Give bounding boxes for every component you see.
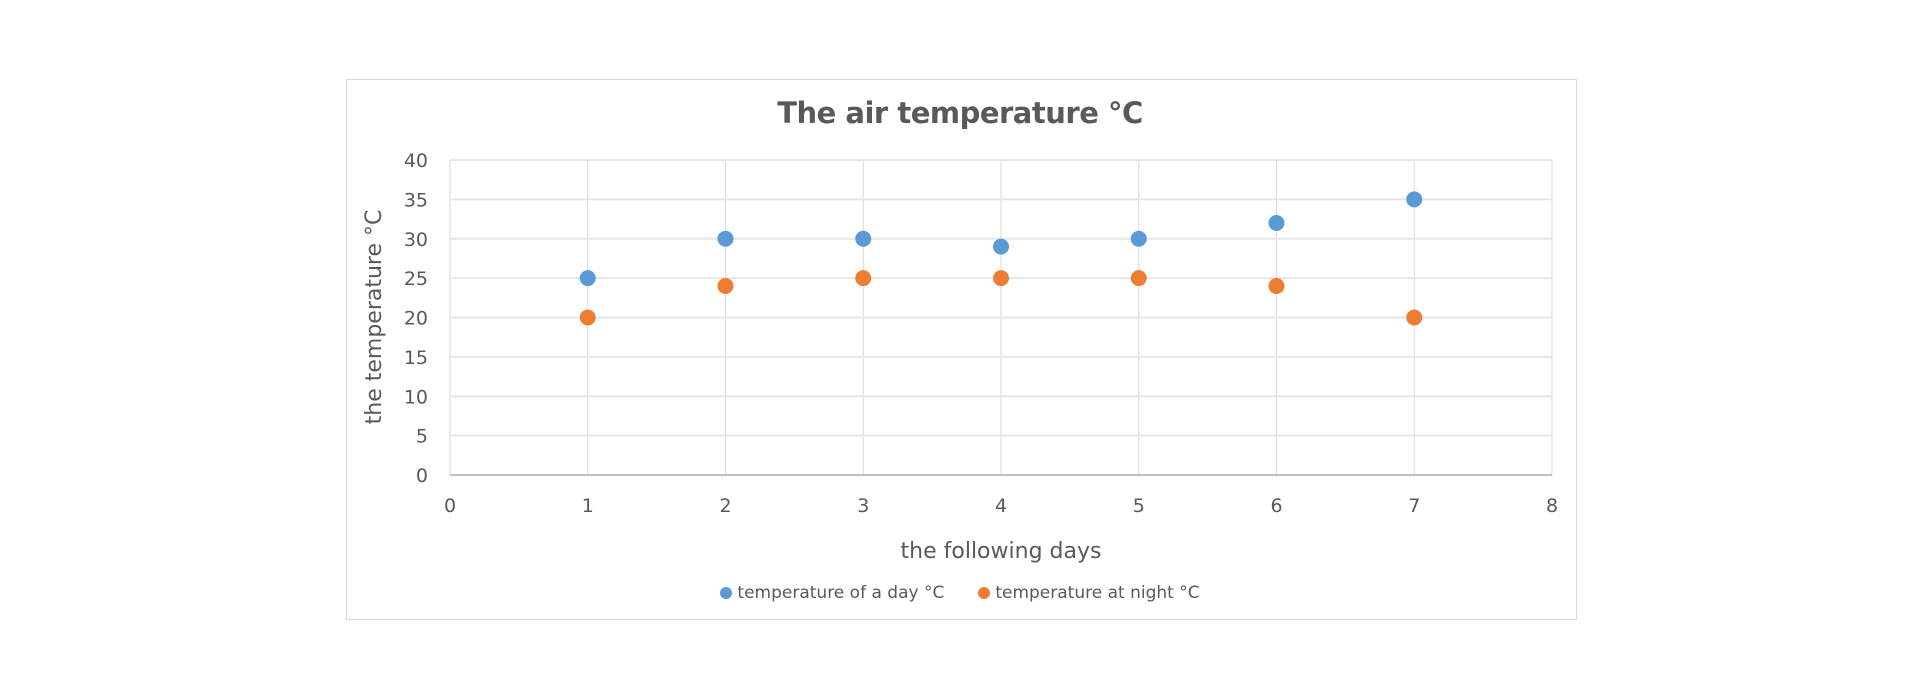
x-tick-label: 5 xyxy=(1133,495,1145,517)
x-tick-label: 6 xyxy=(1270,495,1282,517)
day-temperature-point[interactable] xyxy=(1268,215,1285,231)
legend-label-day: temperature of a day °C xyxy=(737,583,945,603)
y-tick-label: 40 xyxy=(404,150,428,172)
legend-marker-night-icon xyxy=(978,587,991,599)
y-tick-label: 15 xyxy=(404,347,428,369)
x-tick-label: 8 xyxy=(1546,495,1558,517)
x-tick-label: 7 xyxy=(1408,495,1420,517)
x-tick-label: 4 xyxy=(995,495,1007,517)
day-temperature-point[interactable] xyxy=(855,230,872,247)
chart-frame xyxy=(346,79,1577,620)
y-tick-label: 0 xyxy=(416,465,428,487)
legend-marker-day-icon xyxy=(720,587,733,599)
legend-item-night[interactable]: temperature at night °C xyxy=(978,583,1200,603)
x-tick-label: 0 xyxy=(444,495,456,517)
day-temperature-point[interactable] xyxy=(1130,230,1147,247)
y-tick-label: 5 xyxy=(416,426,428,448)
night-temperature-point[interactable] xyxy=(717,278,734,294)
x-tick-label: 2 xyxy=(719,495,731,517)
gridlines xyxy=(449,159,1553,476)
night-temperature-point[interactable] xyxy=(1130,270,1147,287)
night-temperature-point[interactable] xyxy=(993,270,1009,287)
day-temperature-point[interactable] xyxy=(993,238,1009,255)
y-tick-label: 10 xyxy=(404,386,428,408)
y-tick-label: 25 xyxy=(404,268,428,290)
day-temperature-point[interactable] xyxy=(717,230,734,247)
day-temperature-point[interactable] xyxy=(579,270,596,287)
x-axis-title: the following days xyxy=(901,539,1102,564)
y-tick-label: 35 xyxy=(404,189,428,211)
y-axis-ticks: 0 5 10 15 20 25 30 35 40 xyxy=(404,150,428,487)
x-tick-label: 1 xyxy=(582,495,594,517)
y-tick-label: 20 xyxy=(404,308,428,330)
x-axis-ticks: 0 1 2 3 4 5 6 7 8 xyxy=(444,495,1558,517)
legend-label-night: temperature at night °C xyxy=(995,583,1200,603)
legend-item-day[interactable]: temperature of a day °C xyxy=(720,583,944,603)
legend: temperature of a day °C temperature at n… xyxy=(0,583,1920,603)
data-points xyxy=(579,191,1423,326)
night-temperature-point[interactable] xyxy=(855,270,872,287)
night-temperature-point[interactable] xyxy=(1268,278,1285,294)
y-tick-label: 30 xyxy=(404,229,428,251)
night-temperature-point[interactable] xyxy=(579,309,596,326)
x-tick-label: 3 xyxy=(857,495,869,517)
chart-title: The air temperature °C xyxy=(777,96,1143,130)
y-axis-title: the temperature °C xyxy=(362,210,387,425)
night-temperature-point[interactable] xyxy=(1406,309,1423,326)
day-temperature-point[interactable] xyxy=(1406,191,1423,208)
